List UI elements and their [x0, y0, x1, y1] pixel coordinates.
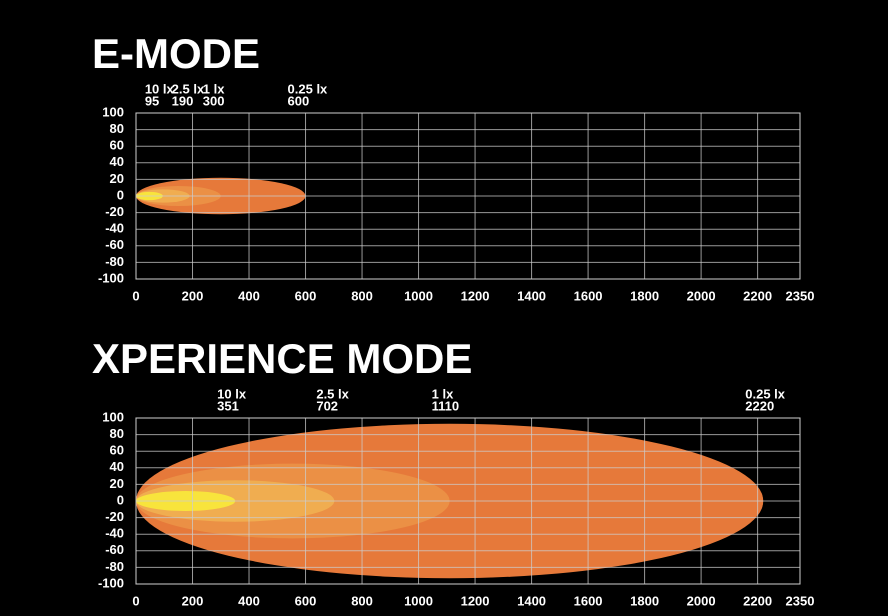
x-tick-label: 2200 [743, 288, 772, 303]
x-tick-label: 1200 [461, 593, 490, 608]
x-tick-label: 200 [182, 288, 204, 303]
x-tick-label: 200 [182, 593, 204, 608]
x-tick-label: 1000 [404, 593, 433, 608]
lux-label: 1 lx [203, 81, 225, 96]
y-tick-label: 80 [110, 426, 124, 441]
distance-label: 600 [288, 93, 310, 108]
y-tick-label: -60 [105, 237, 124, 252]
y-tick-label: 20 [110, 171, 124, 186]
distance-label: 95 [145, 93, 159, 108]
y-tick-label: -20 [105, 509, 124, 524]
y-tick-label: 0 [117, 187, 124, 202]
distance-label: 1110 [432, 398, 460, 413]
lux-label: 0.25 lx [288, 81, 329, 96]
x-tick-label: 1000 [404, 288, 433, 303]
lux-label: 10 lx [217, 386, 247, 401]
y-tick-label: -80 [105, 559, 124, 574]
lux-label: 1 lx [432, 386, 454, 401]
x-tick-label: 2350 [786, 593, 815, 608]
x-tick-label: 1600 [574, 288, 603, 303]
y-tick-label: 40 [110, 154, 124, 169]
y-tick-label: -20 [105, 204, 124, 219]
distance-label: 2220 [745, 398, 774, 413]
y-tick-label: 40 [110, 459, 124, 474]
y-tick-label: 20 [110, 476, 124, 491]
x-tick-label: 1400 [517, 288, 546, 303]
distance-label: 702 [316, 398, 338, 413]
x-tick-label: 1400 [517, 593, 546, 608]
distance-label: 351 [217, 398, 239, 413]
lux-label: 0.25 lx [745, 386, 786, 401]
x-tick-label: 1800 [630, 288, 659, 303]
x-tick-label: 1200 [461, 288, 490, 303]
x-tick-label: 1800 [630, 593, 659, 608]
y-tick-label: 80 [110, 121, 124, 136]
chart-title: XPERIENCE MODE [92, 335, 472, 382]
x-tick-label: 600 [295, 593, 317, 608]
y-tick-label: -100 [98, 270, 124, 285]
y-tick-label: 100 [102, 104, 124, 119]
x-tick-label: 400 [238, 593, 260, 608]
lux-label: 2.5 lx [316, 386, 349, 401]
x-tick-label: 600 [295, 288, 317, 303]
x-tick-label: 1600 [574, 593, 603, 608]
distance-label: 190 [172, 93, 194, 108]
y-tick-label: -100 [98, 575, 124, 590]
x-tick-label: 2200 [743, 593, 772, 608]
chart-title: E-MODE [92, 30, 260, 77]
y-tick-label: -60 [105, 542, 124, 557]
y-tick-label: -40 [105, 526, 124, 541]
y-tick-label: 0 [117, 492, 124, 507]
lux-label: 2.5 lx [172, 81, 205, 96]
lux-label: 10 lx [145, 81, 175, 96]
x-tick-label: 2350 [786, 288, 815, 303]
x-tick-label: 2000 [687, 288, 716, 303]
y-tick-label: -80 [105, 254, 124, 269]
x-tick-label: 800 [351, 593, 373, 608]
distance-label: 300 [203, 93, 225, 108]
x-tick-label: 400 [238, 288, 260, 303]
x-tick-label: 0 [132, 593, 139, 608]
y-tick-label: 60 [110, 443, 124, 458]
y-tick-label: 100 [102, 409, 124, 424]
x-tick-label: 800 [351, 288, 373, 303]
x-tick-label: 2000 [687, 593, 716, 608]
y-tick-label: -40 [105, 221, 124, 236]
y-tick-label: 60 [110, 138, 124, 153]
x-tick-label: 0 [132, 288, 139, 303]
